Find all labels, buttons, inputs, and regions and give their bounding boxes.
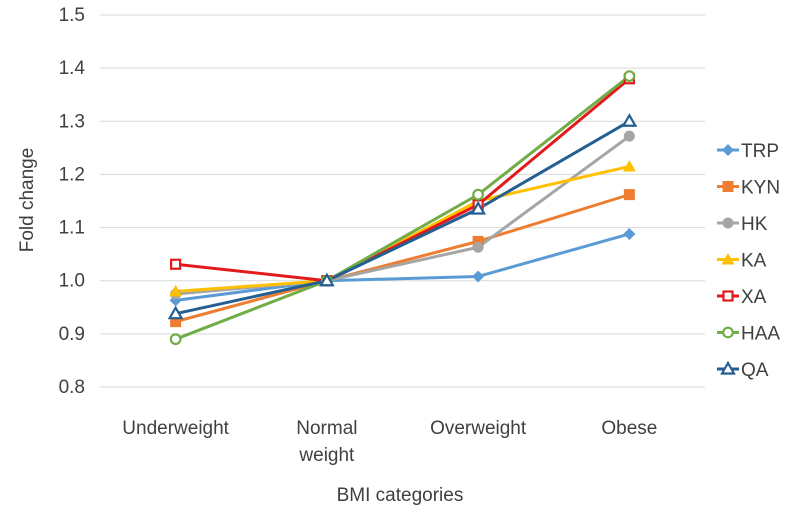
legend-marker — [720, 360, 736, 375]
data-point-ka — [622, 159, 636, 172]
x-tick-label: weight — [298, 445, 355, 466]
x-tick-label: Overweight — [430, 418, 527, 439]
y-tick-label: 0.9 — [59, 324, 85, 345]
legend-item-hk: HK — [717, 214, 768, 235]
data-point-hk — [623, 130, 635, 142]
series-line-kyn — [175, 193, 630, 324]
data-point-haa — [169, 333, 182, 346]
series-line-haa — [175, 74, 631, 341]
legend-item-qa: QA — [717, 360, 769, 381]
series-line-xa — [175, 77, 631, 283]
y-tick-label: 1.2 — [59, 164, 85, 185]
series-markers — [167, 70, 638, 346]
data-point-trp — [623, 227, 636, 240]
gridlines — [100, 14, 705, 388]
data-point-kyn — [170, 316, 182, 328]
x-axis-ticks: Underweight Normal weight Overweight Obese — [122, 418, 657, 466]
x-tick-label: Normal — [296, 418, 357, 439]
legend-label: HAA — [741, 324, 780, 345]
y-tick-label: 1.4 — [59, 58, 86, 79]
legend-item-xa: XA — [717, 287, 767, 308]
legend-marker — [722, 181, 734, 192]
data-point-haa — [472, 188, 485, 201]
y-tick-label: 1.3 — [59, 111, 85, 132]
legend-item-haa: HAA — [717, 324, 780, 345]
data-point-haa — [623, 70, 636, 83]
x-tick-label: Underweight — [122, 418, 229, 439]
x-axis-title: BMI categories — [337, 485, 464, 506]
data-point-xa — [170, 258, 182, 270]
legend-label: TRP — [741, 141, 779, 162]
data-point-trp — [472, 270, 485, 283]
data-point-kyn — [623, 189, 635, 201]
series-line-trp — [175, 232, 630, 302]
series-line-qa — [175, 119, 631, 316]
legend-marker — [722, 290, 734, 302]
y-tick-label: 1.0 — [59, 271, 85, 292]
y-tick-label: 1.5 — [59, 5, 85, 26]
y-tick-label: 1.1 — [59, 218, 85, 239]
y-tick-label: 0.8 — [59, 377, 85, 398]
data-point-qa — [470, 200, 487, 215]
data-point-qa — [621, 113, 638, 127]
legend-marker — [722, 326, 734, 339]
y-axis-ticks: 0.8 0.9 1.0 1.1 1.2 1.3 1.4 1.5 — [59, 5, 86, 398]
legend-label: XA — [741, 287, 767, 308]
legend-item-kyn: KYN — [717, 178, 780, 199]
y-axis-title: Fold change — [17, 148, 38, 253]
data-point-hk — [472, 241, 484, 253]
legend-marker — [722, 144, 734, 156]
legend-marker — [722, 217, 734, 229]
legend-label: KA — [741, 251, 767, 272]
data-point-kyn — [472, 235, 484, 247]
x-tick-label: Obese — [601, 418, 657, 439]
series-line-ka — [175, 164, 630, 293]
data-point-qa — [318, 272, 335, 287]
data-point-qa — [167, 305, 184, 320]
series-lines — [175, 74, 631, 341]
legend-label: HK — [741, 214, 768, 235]
legend-marker — [721, 253, 735, 265]
legend-item-ka: KA — [717, 251, 767, 272]
data-point-ka — [169, 284, 183, 297]
legend: TRP KYN HK KA XA HAA QA — [717, 141, 780, 381]
legend-item-trp: TRP — [717, 141, 779, 162]
legend-label: QA — [741, 360, 769, 381]
legend-label: KYN — [741, 178, 780, 199]
